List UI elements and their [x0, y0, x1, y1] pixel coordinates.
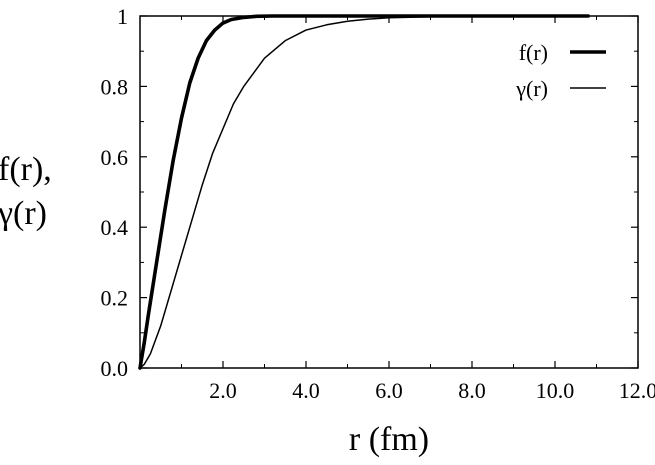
- x-tick-label: 12.0: [619, 378, 655, 403]
- y-axis-title-line1: f(r),: [0, 151, 52, 188]
- x-axis-title: r (fm): [349, 421, 429, 458]
- y-tick-label: 0.6: [101, 145, 129, 170]
- y-tick-label: 0.0: [101, 356, 129, 381]
- legend: f(r) γ(r): [515, 40, 606, 101]
- legend-label-0: f(r): [519, 40, 548, 65]
- x-tick-label: 8.0: [458, 378, 486, 403]
- x-tick-label: 2.0: [209, 378, 237, 403]
- x-tick-label: 6.0: [375, 378, 403, 403]
- y-tick-label: 0.4: [101, 215, 129, 240]
- y-tick-label: 0.2: [101, 286, 129, 311]
- y-axis-title-line2: γ(r): [0, 195, 47, 232]
- axis-ticks: [140, 15, 639, 369]
- legend-label-1: γ(r): [515, 76, 548, 101]
- axis-tick-labels: 2.0 4.0 6.0 8.0 10.0 12.0 0.0 0.2 0.4 0.6 0.8 1: [101, 4, 655, 403]
- y-tick-label: 1: [117, 4, 128, 29]
- x-tick-label: 4.0: [292, 378, 320, 403]
- y-tick-label: 0.8: [101, 74, 129, 99]
- x-tick-label: 10.0: [536, 378, 575, 403]
